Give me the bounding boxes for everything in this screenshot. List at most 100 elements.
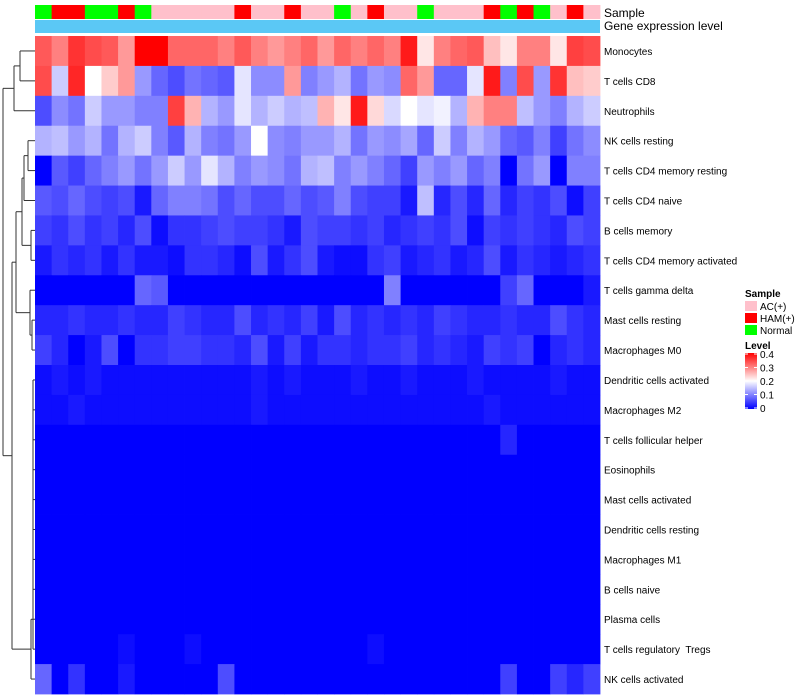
heatmap-cell xyxy=(134,245,152,276)
heatmap-cell xyxy=(51,634,69,665)
heatmap-cell xyxy=(500,185,518,216)
heatmap-cell xyxy=(500,664,518,695)
heatmap-cell xyxy=(267,185,285,216)
sample-annotation-cell xyxy=(417,5,435,19)
heatmap-cell xyxy=(51,245,69,276)
heatmap-cell xyxy=(350,65,368,97)
heatmap-cell xyxy=(184,604,202,635)
heatmap-cell xyxy=(383,155,401,186)
heatmap-cell xyxy=(350,185,368,216)
heatmap-cell xyxy=(184,215,202,246)
heatmap-cell xyxy=(483,155,501,186)
heatmap-cell xyxy=(84,305,102,336)
heatmap-cell xyxy=(151,245,169,276)
heatmap-cell xyxy=(417,365,435,396)
heatmap-cell xyxy=(400,215,418,246)
heatmap-cell xyxy=(383,424,401,456)
heatmap-cell xyxy=(334,394,352,426)
heatmap-cell xyxy=(118,215,136,246)
heatmap-cell xyxy=(566,125,584,157)
heatmap-cell xyxy=(234,514,252,545)
heatmap-cell xyxy=(500,36,518,67)
heatmap-cell xyxy=(317,514,335,545)
heatmap-cell xyxy=(383,275,401,306)
heatmap-cell xyxy=(184,484,202,515)
heatmap-cell xyxy=(300,275,318,306)
heatmap-cell xyxy=(151,65,169,97)
heatmap-cell xyxy=(583,634,601,665)
heatmap-cell xyxy=(400,604,418,635)
row-label: T cells CD4 naive xyxy=(604,197,683,208)
heatmap-cell xyxy=(350,95,368,127)
heatmap-cell xyxy=(516,95,534,127)
heatmap-cell xyxy=(483,335,501,366)
heatmap-cell xyxy=(367,604,385,635)
heatmap-cell xyxy=(234,604,252,635)
heatmap-cell xyxy=(450,65,468,97)
heatmap-cell xyxy=(566,215,584,246)
heatmap-cell xyxy=(68,574,86,605)
sample-annotation-bar xyxy=(35,5,601,19)
heatmap-cell xyxy=(417,394,435,426)
heatmap-cell xyxy=(68,95,86,127)
sample-annotation-cell xyxy=(317,5,335,19)
heatmap-cell xyxy=(134,65,152,97)
heatmap-cell xyxy=(516,36,534,67)
heatmap-cell xyxy=(317,424,335,456)
heatmap-cell xyxy=(583,394,601,426)
heatmap-cell xyxy=(101,365,119,396)
sample-legend-title: Sample xyxy=(745,289,781,300)
heatmap-cell xyxy=(334,484,352,515)
heatmap-cell xyxy=(151,394,169,426)
heatmap-cell xyxy=(516,215,534,246)
heatmap-cell xyxy=(417,454,435,486)
row-label: T cells CD8 xyxy=(604,77,656,88)
heatmap-cell xyxy=(467,574,485,605)
heatmap-cell xyxy=(500,305,518,336)
heatmap-cell xyxy=(334,604,352,635)
heatmap-cell xyxy=(84,574,102,605)
heatmap-cell xyxy=(450,36,468,67)
heatmap-cell xyxy=(433,454,451,486)
heatmap-cell xyxy=(251,484,269,515)
heatmap-cell xyxy=(284,125,302,157)
heatmap-cell xyxy=(68,215,86,246)
heatmap-cell xyxy=(300,95,318,127)
heatmap-cell xyxy=(417,664,435,695)
heatmap-cell xyxy=(151,544,169,575)
heatmap-cell xyxy=(134,185,152,216)
heatmap-cell xyxy=(134,424,152,456)
heatmap-cell xyxy=(334,664,352,695)
heatmap-cell xyxy=(35,544,53,575)
heatmap-cell xyxy=(350,365,368,396)
heatmap-cell xyxy=(35,215,53,246)
heatmap-cell xyxy=(201,305,219,336)
heatmap-cell xyxy=(334,245,352,276)
heatmap-cell xyxy=(35,394,53,426)
heatmap-cell xyxy=(284,574,302,605)
heatmap-cell xyxy=(550,335,568,366)
heatmap-cell xyxy=(251,245,269,276)
heatmap-cell xyxy=(51,215,69,246)
heatmap-cell xyxy=(201,454,219,486)
heatmap-cell xyxy=(68,544,86,575)
heatmap-cell xyxy=(334,36,352,67)
heatmap-cell xyxy=(500,245,518,276)
heatmap-cell xyxy=(51,65,69,97)
heatmap-cell xyxy=(101,36,119,67)
heatmap-cell xyxy=(167,454,185,486)
heatmap-cell xyxy=(317,634,335,665)
heatmap-cell xyxy=(417,215,435,246)
heatmap-cell xyxy=(483,544,501,575)
heatmap-cell xyxy=(118,275,136,306)
heatmap-cell xyxy=(68,36,86,67)
heatmap-cell xyxy=(217,514,235,545)
heatmap-cell xyxy=(550,574,568,605)
heatmap-cell xyxy=(450,305,468,336)
heatmap-cell xyxy=(68,65,86,97)
heatmap-cell xyxy=(467,394,485,426)
heatmap-cell xyxy=(201,185,219,216)
heatmap-cell xyxy=(217,574,235,605)
heatmap-cell xyxy=(35,275,53,306)
heatmap-cell xyxy=(84,36,102,67)
